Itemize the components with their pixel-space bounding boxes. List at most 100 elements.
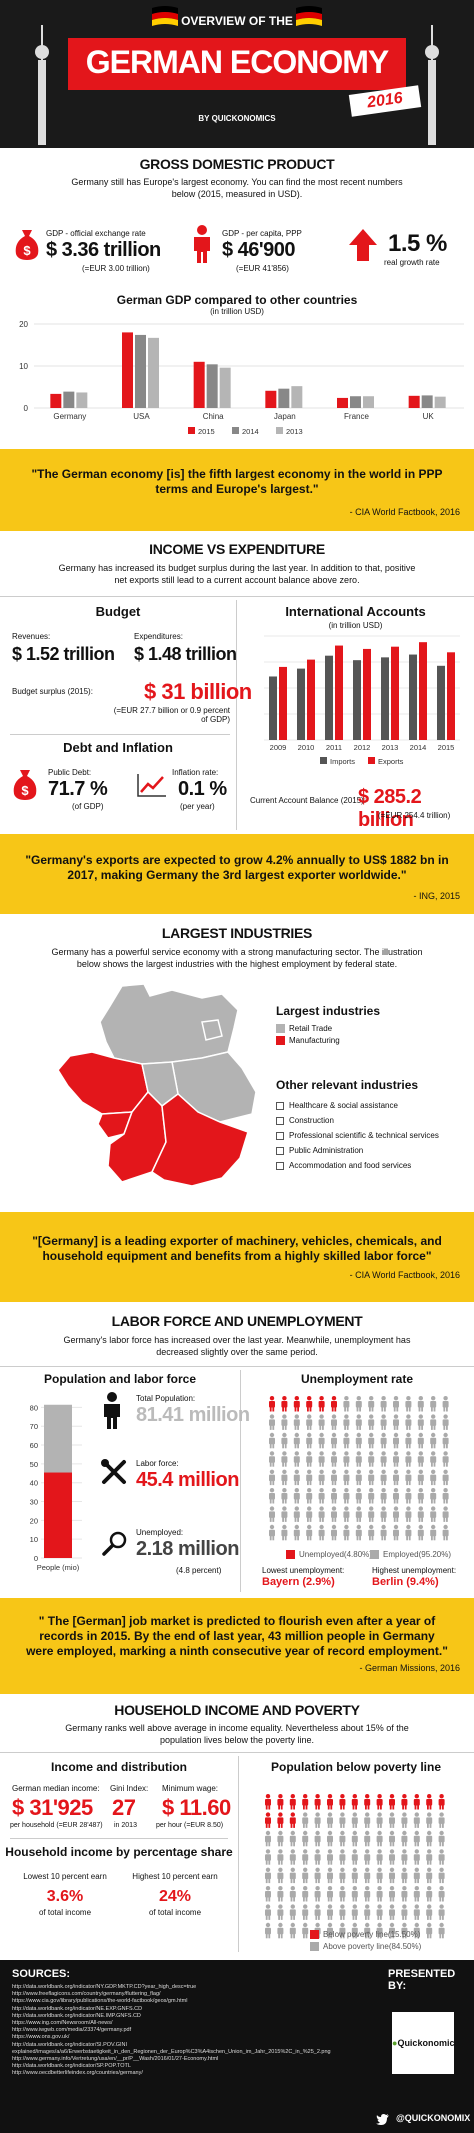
person-icon [343, 1396, 350, 1412]
person-head [402, 1904, 407, 1909]
svg-text:$: $ [21, 783, 29, 798]
person-leg [404, 1897, 407, 1902]
person-icon [327, 1849, 333, 1865]
source-link[interactable]: https://www.cia.gov/library/publications… [12, 1998, 188, 2005]
person-leg [340, 1878, 342, 1884]
person-icon [331, 1432, 337, 1449]
person-head [414, 1904, 419, 1909]
person-icon [277, 1922, 284, 1939]
person-icon [318, 1414, 325, 1430]
source-link[interactable]: http://data.worldbank.org/indicator/SP.P… [12, 2063, 131, 2070]
x-tick-label: 2011 [326, 743, 342, 752]
source-link[interactable]: explained/images/a/a6/Erwerbstaetigkeit_… [12, 2048, 331, 2055]
bar-2013 [291, 386, 303, 408]
poverty-people-grid [265, 1794, 445, 1939]
person-leg [265, 1805, 268, 1810]
twitter-handle[interactable]: @QUICKONOMIX [396, 2113, 471, 2123]
person-leg [443, 1425, 446, 1430]
x-tick-label: Japan [274, 412, 296, 421]
person-icon [293, 1451, 300, 1467]
person-leg [282, 1407, 284, 1412]
person-head [340, 1794, 345, 1799]
person-leg [303, 1933, 305, 1939]
person-head [406, 1414, 411, 1419]
person-leg [352, 1897, 355, 1902]
legend-swatch [276, 427, 283, 434]
person-leg [402, 1805, 404, 1810]
person-leg [418, 1462, 421, 1467]
person-body [331, 1493, 337, 1500]
person-leg [303, 1878, 305, 1884]
person-body [327, 1854, 333, 1861]
source-link[interactable]: https://www.ing.com/Newsroom/All-news/ [12, 2020, 113, 2027]
person-body [314, 1817, 321, 1824]
person-icon [343, 1488, 350, 1504]
person-body [269, 1474, 275, 1482]
person-leg [392, 1805, 395, 1810]
person-head [431, 1414, 436, 1419]
person-body [376, 1799, 383, 1806]
y-tick-label: 70 [30, 1422, 38, 1431]
x-tick-label: 2009 [270, 743, 287, 752]
source-link[interactable]: http://data.worldbank.org/indicator/NE.I… [12, 2012, 141, 2019]
legend-manufacturing: Manufacturing [276, 1036, 340, 1046]
person-body [277, 1854, 284, 1861]
person-head [414, 1812, 419, 1817]
person-leg [280, 1897, 283, 1902]
person-leg [418, 1425, 421, 1430]
person-icon [293, 1506, 300, 1522]
person-icon [380, 1488, 387, 1504]
tv-tower-icon [35, 25, 439, 145]
person-head [365, 1867, 370, 1872]
person-leg [327, 1878, 330, 1884]
person-head [418, 1451, 423, 1456]
person-icon [351, 1886, 358, 1902]
person-body [339, 1854, 346, 1861]
person-icon [426, 1830, 433, 1847]
person-head [406, 1488, 411, 1493]
person-leg [421, 1535, 423, 1541]
person-icon [265, 1886, 271, 1902]
person-leg [334, 1499, 337, 1504]
person-head [352, 1830, 357, 1836]
person-icon [281, 1506, 288, 1522]
person-icon [376, 1867, 383, 1884]
person-body [343, 1493, 350, 1500]
person-icon [417, 1414, 424, 1430]
source-link[interactable]: http://data.worldbank.org/indicator/NE.E… [12, 2005, 143, 2012]
y-tick-label: 40 [30, 1479, 38, 1488]
logo-text: Quickonomics [397, 2038, 460, 2048]
person-leg [365, 1915, 367, 1920]
source-link[interactable]: http://www.iwgwb.com/media/23374/germany… [12, 2027, 132, 2034]
person-icon [302, 1830, 309, 1847]
person-leg [367, 1897, 370, 1902]
person-leg [414, 1915, 417, 1920]
person-head [265, 1904, 271, 1909]
source-link[interactable]: https://www.ons.gov.uk/ [12, 2034, 70, 2041]
person-leg [442, 1823, 444, 1828]
person-leg [330, 1915, 333, 1920]
person-leg [392, 1933, 395, 1939]
person-leg [355, 1878, 357, 1884]
person-body [289, 1854, 296, 1861]
source-link[interactable]: http://www.freeflagicons.com/country/ger… [12, 1991, 161, 1998]
source-link[interactable]: http://www.germany.info/Vertretung/usa/e… [12, 2056, 219, 2063]
person-leg [265, 1841, 268, 1847]
source-link[interactable]: http://data.worldbank.org/indicator/SI.P… [12, 2041, 128, 2048]
source-link[interactable]: http://www.oecdbetterlifeindex.org/count… [12, 2070, 143, 2077]
person-leg [327, 1841, 330, 1847]
person-icon [355, 1488, 362, 1504]
person-leg [269, 1499, 272, 1504]
person-leg [380, 1933, 382, 1939]
person-leg [439, 1933, 442, 1939]
twitter-icon[interactable] [376, 2113, 390, 2125]
largest-industries-title: Largest industries [276, 1004, 381, 1018]
person-head [278, 1922, 283, 1928]
person-icon [302, 1812, 309, 1828]
source-link[interactable]: http://data.worldbank.org/indicator/NY.G… [12, 1984, 197, 1990]
person-leg [429, 1841, 432, 1847]
person-body [405, 1474, 412, 1482]
person-leg [278, 1933, 280, 1939]
person-leg [284, 1462, 287, 1467]
person-head [294, 1488, 299, 1493]
